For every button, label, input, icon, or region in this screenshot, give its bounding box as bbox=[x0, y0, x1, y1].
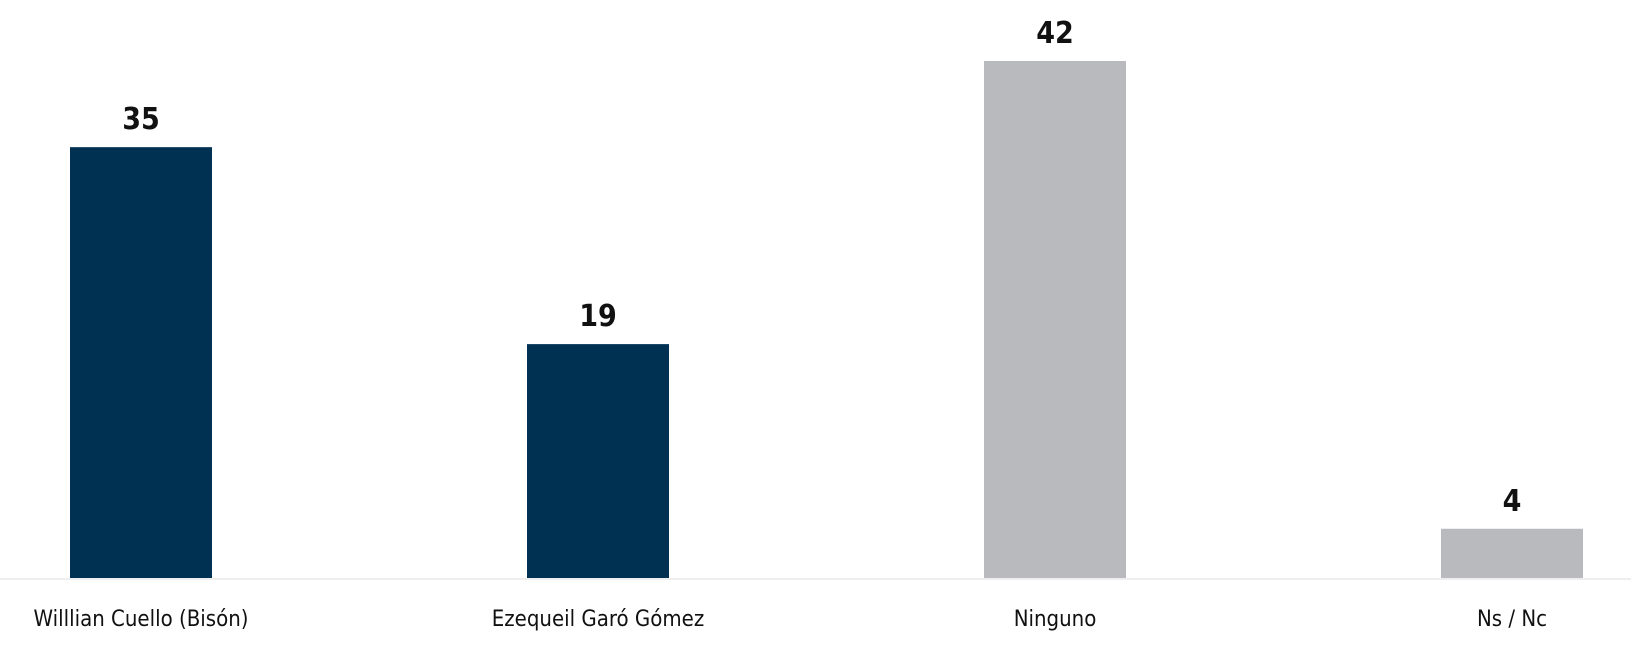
bar bbox=[1441, 528, 1583, 578]
x-tick-label: Ns / Nc bbox=[1477, 607, 1547, 632]
value-label: 19 bbox=[579, 299, 617, 334]
x-tick-label: Willlian Cuello (Bisón) bbox=[34, 607, 249, 632]
x-tick-label: Ezequeil Garó Gómez bbox=[492, 607, 704, 632]
x-tick-label: Ninguno bbox=[1014, 607, 1097, 632]
value-label: 35 bbox=[122, 102, 160, 137]
value-label: 4 bbox=[1503, 484, 1522, 519]
bar bbox=[984, 61, 1126, 578]
bar bbox=[527, 344, 669, 578]
value-label: 42 bbox=[1036, 16, 1074, 51]
bar bbox=[70, 147, 212, 578]
